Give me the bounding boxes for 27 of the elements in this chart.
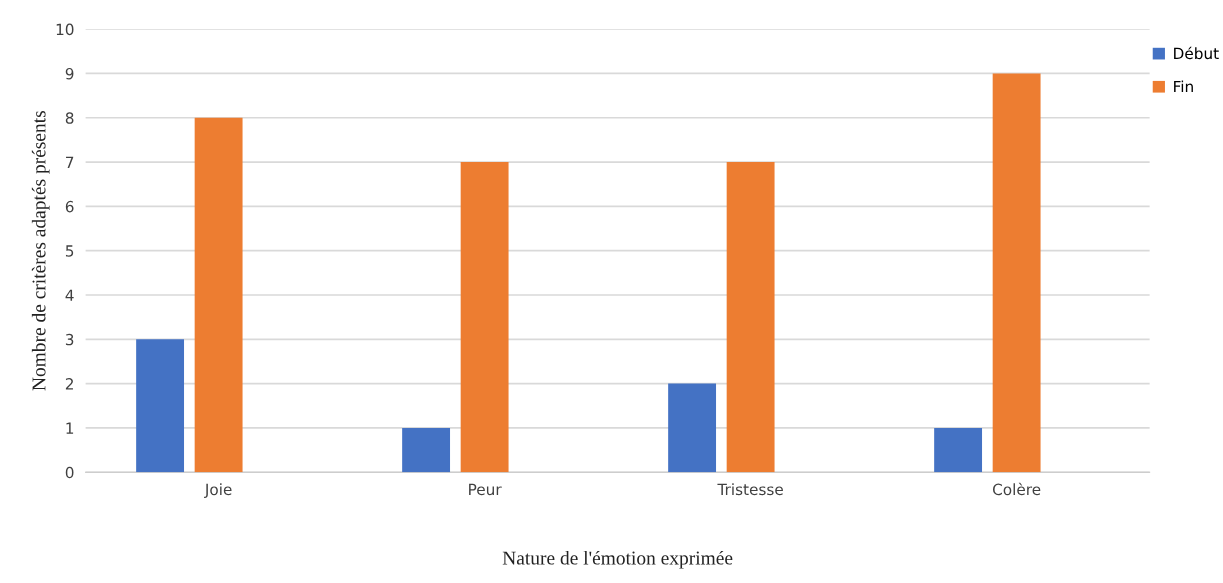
y-tick-label: 9	[65, 67, 74, 80]
y-tick-label: 2	[65, 378, 73, 390]
x-tick-label: Peur	[469, 483, 502, 496]
y-tick-label: 0	[65, 466, 74, 479]
y-tick-label: 7	[66, 156, 74, 168]
bar	[460, 162, 509, 473]
bar	[402, 427, 451, 473]
y-tick-label: 3	[65, 333, 74, 346]
bar	[934, 427, 983, 473]
x-tick-label: Joie	[204, 483, 232, 499]
y-tick-label: 5	[65, 245, 74, 257]
bar	[194, 117, 243, 473]
y-tick-label: 6	[65, 200, 74, 213]
legend-label: Fin	[1174, 80, 1193, 93]
bar	[136, 339, 185, 473]
y-tick-label: 10	[56, 23, 74, 36]
y-tick-label: 8	[65, 112, 74, 124]
y-tick-label: 1	[66, 422, 74, 434]
legend-label: Début	[1174, 46, 1219, 60]
y-axis-title: Nombre de critères adaptés présents	[31, 111, 50, 391]
y-tick-label: 4	[65, 289, 74, 301]
bar	[992, 73, 1041, 473]
bar	[668, 383, 717, 473]
x-axis-title: Nature de l'émotion exprimée	[502, 550, 733, 569]
x-tick-label: Tristesse	[717, 483, 783, 496]
bar	[726, 162, 775, 473]
x-tick-label: Colère	[992, 482, 1041, 496]
